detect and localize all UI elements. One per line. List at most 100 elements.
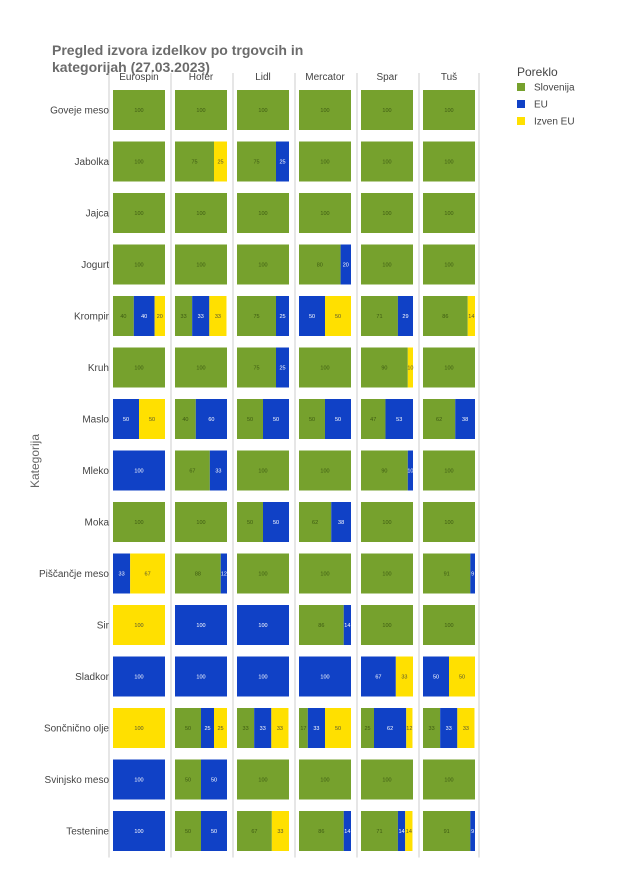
data-label-lidl-jabolka-slovenija: 75 xyxy=(253,160,259,166)
data-label-tus-soncnicno-olje-izven-eu: 33 xyxy=(463,726,469,732)
bar-spar-kruh-izven-eu xyxy=(407,347,413,388)
category-label-svinjsko-meso: Svinjsko meso xyxy=(45,775,110,786)
data-label-spar-sladkor-izven-eu: 33 xyxy=(401,675,407,681)
bar-mercator-kruh-slovenija xyxy=(299,347,351,388)
bar-tus-piscancje-meso-slovenija xyxy=(423,553,471,594)
category-label-jajca: Jajca xyxy=(86,209,110,220)
bar-eurospin-sir-izven-eu xyxy=(113,605,165,645)
data-label-hofer-svinjsko-meso-slovenija: 50 xyxy=(185,778,191,784)
bar-tus-maslo-eu xyxy=(455,399,475,439)
data-label-hofer-piscancje-meso-slovenija: 88 xyxy=(195,572,201,578)
bar-tus-jabolka-slovenija xyxy=(423,141,475,182)
data-label-lidl-testenine-izven-eu: 33 xyxy=(277,829,283,835)
category-label-jogurt: Jogurt xyxy=(81,260,109,271)
bar-spar-mleko-eu xyxy=(407,450,413,491)
bar-mercator-jogurt-eu xyxy=(340,244,351,285)
data-label-hofer-soncnicno-olje-eu: 25 xyxy=(204,726,210,732)
bar-mercator-sir-eu xyxy=(343,605,351,645)
bar-eurospin-krompir-izven-eu xyxy=(154,296,165,336)
data-label-eurospin-piscancje-meso-izven-eu: 67 xyxy=(145,572,151,578)
bar-spar-maslo-eu xyxy=(385,399,413,439)
category-label-maslo: Maslo xyxy=(82,415,109,426)
data-label-hofer-soncnicno-olje-izven-eu: 25 xyxy=(217,726,223,732)
data-label-tus-jajca-slovenija: 100 xyxy=(444,211,453,217)
data-label-lidl-piscancje-meso-slovenija: 100 xyxy=(258,572,267,578)
data-label-tus-sladkor-eu: 50 xyxy=(433,675,439,681)
bar-spar-sladkor-eu xyxy=(361,656,396,697)
bar-lidl-kruh-slovenija xyxy=(237,347,276,388)
data-label-eurospin-goveje-meso-slovenija: 100 xyxy=(134,108,143,114)
bar-spar-krompir-eu xyxy=(397,296,413,336)
bar-tus-soncnicno-olje-slovenija xyxy=(423,708,441,748)
legend-swatch-izven-eu xyxy=(517,117,525,125)
bar-hofer-testenine-eu xyxy=(201,811,227,851)
bar-lidl-jabolka-eu xyxy=(276,141,289,182)
data-label-mercator-jajca-slovenija: 100 xyxy=(320,211,329,217)
data-label-eurospin-jabolka-slovenija: 100 xyxy=(134,160,143,166)
bar-eurospin-piscancje-meso-izven-eu xyxy=(130,553,165,594)
data-label-hofer-mleko-slovenija: 67 xyxy=(189,469,195,475)
data-label-lidl-maslo-eu: 50 xyxy=(273,417,279,423)
data-label-hofer-testenine-eu: 50 xyxy=(211,829,217,835)
category-label-kruh: Kruh xyxy=(88,363,109,374)
bar-eurospin-jajca-slovenija xyxy=(113,193,165,233)
bar-hofer-soncnicno-olje-eu xyxy=(201,708,214,748)
bar-mercator-maslo-eu xyxy=(325,399,351,439)
bars: 100 100 100 100 40 40 20 100 50 50 100 100 33 67 100 10… xyxy=(113,90,475,851)
bar-lidl-maslo-eu xyxy=(263,399,289,439)
data-label-spar-piscancje-meso-slovenija: 100 xyxy=(382,572,391,578)
data-label-tus-testenine-slovenija: 91 xyxy=(444,829,450,835)
bar-tus-soncnicno-olje-eu xyxy=(440,708,458,748)
data-label-tus-soncnicno-olje-eu: 33 xyxy=(446,726,452,732)
bar-lidl-soncnicno-olje-eu xyxy=(254,708,272,748)
legend-swatch-eu xyxy=(517,100,525,108)
y-axis-title: Kategorija xyxy=(28,434,42,488)
data-label-eurospin-sladkor-eu: 100 xyxy=(134,675,143,681)
bar-spar-piscancje-meso-slovenija xyxy=(361,553,413,594)
data-label-hofer-sladkor-eu: 100 xyxy=(196,675,205,681)
data-label-tus-piscancje-meso-eu: 9 xyxy=(471,572,474,578)
data-label-tus-sir-slovenija: 100 xyxy=(444,623,453,629)
bar-hofer-sladkor-eu xyxy=(175,656,227,697)
data-label-mercator-jogurt-eu: 20 xyxy=(343,263,349,269)
bar-mercator-sladkor-eu xyxy=(299,656,351,697)
bar-hofer-testenine-slovenija xyxy=(175,811,201,851)
data-label-spar-svinjsko-meso-slovenija: 100 xyxy=(382,778,391,784)
data-label-lidl-krompir-slovenija: 75 xyxy=(253,314,259,320)
data-label-mercator-kruh-slovenija: 100 xyxy=(320,366,329,372)
bar-hofer-soncnicno-olje-izven-eu xyxy=(214,708,227,748)
data-label-lidl-mleko-slovenija: 100 xyxy=(258,469,267,475)
bar-spar-goveje-meso-slovenija xyxy=(361,90,413,130)
bar-hofer-moka-slovenija xyxy=(175,502,227,542)
category-label-mleko: Mleko xyxy=(82,466,109,477)
data-label-mercator-moka-eu: 38 xyxy=(338,520,344,526)
bar-lidl-krompir-eu xyxy=(276,296,289,336)
bar-hofer-krompir-slovenija xyxy=(175,296,193,336)
bar-lidl-testenine-slovenija xyxy=(237,811,272,851)
data-label-spar-kruh-slovenija: 90 xyxy=(381,366,387,372)
bar-mercator-soncnicno-olje-eu xyxy=(307,708,325,748)
bar-eurospin-kruh-slovenija xyxy=(113,347,165,388)
data-label-tus-kruh-slovenija: 100 xyxy=(444,366,453,372)
bar-mercator-piscancje-meso-slovenija xyxy=(299,553,351,594)
bar-tus-sladkor-eu xyxy=(423,656,449,697)
bar-lidl-jabolka-slovenija xyxy=(237,141,276,182)
bar-hofer-piscancje-meso-eu xyxy=(220,553,227,594)
bar-spar-jabolka-slovenija xyxy=(361,141,413,182)
facet-label-mercator: Mercator xyxy=(305,72,345,83)
bar-tus-sir-slovenija xyxy=(423,605,475,645)
bar-spar-sladkor-izven-eu xyxy=(395,656,413,697)
bar-hofer-goveje-meso-slovenija xyxy=(175,90,227,130)
bar-eurospin-svinjsko-meso-eu xyxy=(113,759,165,800)
data-label-mercator-testenine-eu: 14 xyxy=(344,829,350,835)
data-label-spar-soncnicno-olje-izven-eu: 12 xyxy=(406,726,412,732)
bar-hofer-mleko-eu xyxy=(209,450,227,491)
facet-label-hofer: Hofer xyxy=(189,72,214,83)
data-label-mercator-sir-eu: 14 xyxy=(344,623,350,629)
data-label-mercator-krompir-eu: 50 xyxy=(309,314,315,320)
bar-spar-jajca-slovenija xyxy=(361,193,413,233)
data-label-mercator-sladkor-eu: 100 xyxy=(320,675,329,681)
data-label-eurospin-svinjsko-meso-eu: 100 xyxy=(134,778,143,784)
data-label-eurospin-jogurt-slovenija: 100 xyxy=(134,263,143,269)
data-label-lidl-moka-slovenija: 50 xyxy=(247,520,253,526)
